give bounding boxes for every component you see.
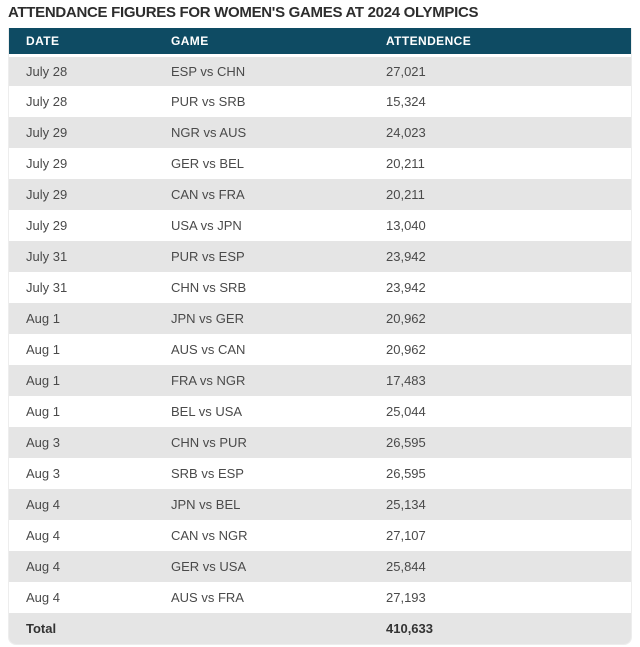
game-cell: AUS vs CAN xyxy=(171,342,246,357)
game-cell: SRB vs ESP xyxy=(171,466,244,481)
date-cell: Aug 4 xyxy=(26,497,60,512)
column-header-attendance: ATTENDENCE xyxy=(369,28,631,57)
attendance-cell: 23,942 xyxy=(386,249,426,264)
date-cell: Aug 1 xyxy=(26,404,60,419)
game-cell: NGR vs AUS xyxy=(171,125,247,140)
attendance-cell: 24,023 xyxy=(386,125,426,140)
game-cell: USA vs JPN xyxy=(171,218,242,233)
attendance-cell: 26,595 xyxy=(386,466,426,481)
table-row: Aug 4 CAN vs NGR 27,107 xyxy=(9,520,631,551)
attendance-cell: 27,021 xyxy=(386,63,426,79)
date-cell: July 29 xyxy=(26,156,68,171)
date-cell: July 29 xyxy=(26,125,68,140)
attendance-cell: 25,844 xyxy=(386,559,426,574)
date-cell: July 29 xyxy=(26,187,68,202)
game-cell: CAN vs NGR xyxy=(171,528,248,543)
date-cell: Aug 3 xyxy=(26,466,60,481)
attendance-cell: 25,044 xyxy=(386,404,426,419)
date-cell: Aug 4 xyxy=(26,528,60,543)
total-row: Total 410,633 xyxy=(9,613,631,644)
date-cell: Aug 4 xyxy=(26,590,60,605)
date-cell: Aug 1 xyxy=(26,342,60,357)
table-row: July 29 CAN vs FRA 20,211 xyxy=(9,179,631,210)
attendance-cell: 25,134 xyxy=(386,497,426,512)
table-row: Aug 1 BEL vs USA 25,044 xyxy=(9,396,631,427)
attendance-table: DATE GAME ATTENDENCE July 28 ESP vs CHN 27… xyxy=(9,28,631,644)
attendance-cell: 20,211 xyxy=(386,187,425,202)
game-cell: CHN vs PUR xyxy=(171,435,247,450)
attendance-cell: 20,962 xyxy=(386,311,426,326)
table-row: Aug 1 JPN vs GER 20,962 xyxy=(9,303,631,334)
attendance-cell: 15,324 xyxy=(386,94,426,109)
game-cell: BEL vs USA xyxy=(171,404,243,419)
table-row: July 31 CHN vs SRB 23,942 xyxy=(9,272,631,303)
table-row: July 28 PUR vs SRB 15,324 xyxy=(9,86,631,117)
attendance-cell: 13,040 xyxy=(386,218,426,233)
game-cell: CAN vs FRA xyxy=(171,187,245,202)
attendance-cell: 27,107 xyxy=(386,528,426,543)
game-cell: JPN vs GER xyxy=(171,311,244,326)
game-cell: PUR vs SRB xyxy=(171,94,246,109)
date-cell: July 28 xyxy=(26,94,68,109)
date-cell: July 28 xyxy=(26,63,68,79)
date-cell: July 31 xyxy=(26,280,68,295)
table-row: Aug 3 CHN vs PUR 26,595 xyxy=(9,427,631,458)
attendance-cell: 27,193 xyxy=(386,590,426,605)
attendance-cell: 23,942 xyxy=(386,280,426,295)
game-cell: JPN vs BEL xyxy=(171,497,241,512)
table-card: DATE GAME ATTENDENCE July 28 ESP vs CHN 27… xyxy=(8,28,632,645)
header-row: DATE GAME ATTENDENCE xyxy=(9,28,631,57)
attendance-cell: 17,483 xyxy=(386,373,426,388)
game-cell: CHN vs SRB xyxy=(171,280,247,295)
game-cell: GER vs USA xyxy=(171,559,247,574)
date-cell: Aug 1 xyxy=(26,311,60,326)
total-label: Total xyxy=(26,621,57,636)
date-cell: Aug 1 xyxy=(26,373,60,388)
table-row: July 29 GER vs BEL 20,211 xyxy=(9,148,631,179)
table-row: Aug 3 SRB vs ESP 26,595 xyxy=(9,458,631,489)
table-row: Aug 1 FRA vs NGR 17,483 xyxy=(9,365,631,396)
date-cell: July 29 xyxy=(26,218,68,233)
table-row: Aug 4 GER vs USA 25,844 xyxy=(9,551,631,582)
game-cell: ESP vs CHN xyxy=(171,63,246,79)
column-header-date: DATE xyxy=(9,28,154,57)
game-cell: FRA vs NGR xyxy=(171,373,246,388)
table-row: July 29 USA vs JPN 13,040 xyxy=(9,210,631,241)
page-title: ATTENDANCE FIGURES FOR WOMEN'S GAMES AT … xyxy=(8,4,479,21)
total-value: 410,633 xyxy=(386,621,433,636)
game-cell: AUS vs FRA xyxy=(171,590,244,605)
game-cell: PUR vs ESP xyxy=(171,249,245,264)
column-header-game: GAME xyxy=(154,28,369,57)
date-cell: July 31 xyxy=(26,249,68,264)
date-cell: Aug 3 xyxy=(26,435,60,450)
attendance-cell: 26,595 xyxy=(386,435,426,450)
total-empty-cell xyxy=(154,613,369,644)
table-row: Aug 1 AUS vs CAN 20,962 xyxy=(9,334,631,365)
game-cell: GER vs BEL xyxy=(171,156,244,171)
attendance-cell: 20,211 xyxy=(386,156,425,171)
table-row: Aug 4 AUS vs FRA 27,193 xyxy=(9,582,631,613)
table-row: July 31 PUR vs ESP 23,942 xyxy=(9,241,631,272)
table-row: July 28 ESP vs CHN 27,021 xyxy=(9,55,631,86)
table-row: Aug 4 JPN vs BEL 25,134 xyxy=(9,489,631,520)
attendance-cell: 20,962 xyxy=(386,342,426,357)
table-row: July 29 NGR vs AUS 24,023 xyxy=(9,117,631,148)
date-cell: Aug 4 xyxy=(26,559,60,574)
